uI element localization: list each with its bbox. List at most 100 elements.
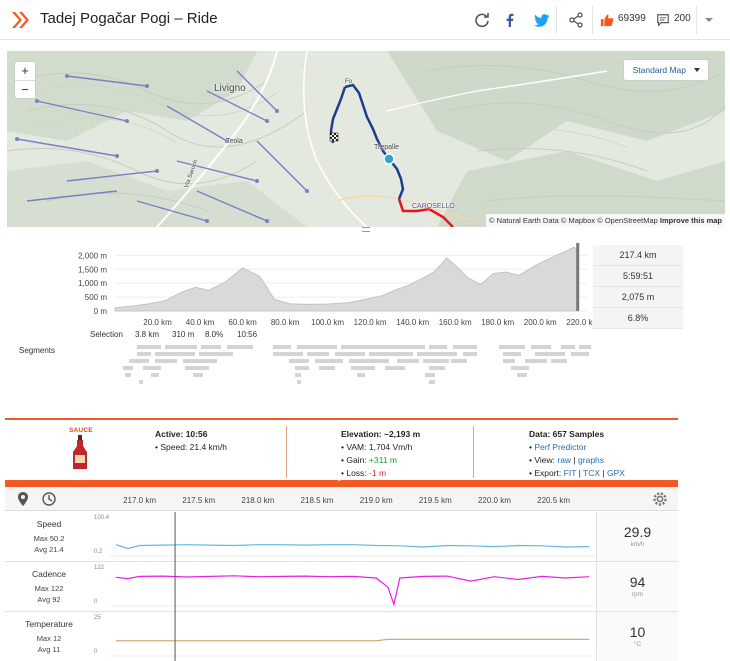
facebook-icon[interactable] [502, 12, 518, 28]
map-resize-handle[interactable] [362, 227, 370, 232]
settings-gear-icon[interactable] [650, 490, 670, 508]
segment-bar[interactable] [297, 380, 301, 384]
comments-count[interactable]: 200 [674, 13, 691, 24]
share-icon[interactable] [568, 12, 584, 28]
segment-bar[interactable] [201, 345, 221, 349]
segment-bar[interactable] [273, 345, 291, 349]
segment-bar[interactable] [139, 380, 143, 384]
segment-bar[interactable] [295, 373, 301, 377]
segment-bar[interactable] [227, 345, 253, 349]
segment-bar[interactable] [525, 359, 547, 363]
expand-toggle-icon[interactable]: ⌃ [337, 480, 343, 486]
segment-bar[interactable] [129, 359, 149, 363]
segment-bar[interactable] [125, 373, 131, 377]
segment-bar[interactable] [397, 359, 419, 363]
distance-tick: 220.0 km [478, 496, 511, 505]
segment-bar[interactable] [517, 373, 527, 377]
segment-bar[interactable] [451, 359, 467, 363]
segment-bar[interactable] [123, 366, 133, 370]
segment-bar[interactable] [351, 366, 375, 370]
segment-bar[interactable] [579, 345, 591, 349]
segment-bar[interactable] [193, 373, 203, 377]
cadence-avg: Avg 92 [37, 595, 61, 604]
sauce-chevron-icon [12, 12, 29, 28]
chevron-down-icon[interactable] [703, 12, 715, 28]
clock-icon[interactable] [39, 490, 59, 508]
elevation-cursor[interactable] [576, 243, 580, 311]
segment-bar[interactable] [429, 345, 447, 349]
segment-bar[interactable] [137, 352, 151, 356]
segment-bar[interactable] [551, 359, 567, 363]
page-title: Tadej Pogačar Pogi – Ride [40, 10, 218, 27]
zoom-out-button[interactable]: − [15, 80, 35, 98]
segment-bar[interactable] [561, 345, 575, 349]
export-tcx-link[interactable]: TCX [583, 468, 601, 478]
route-remaining [397, 198, 454, 227]
stream-plot[interactable] [5, 512, 596, 661]
segment-bar[interactable] [199, 352, 233, 356]
segment-bar[interactable] [183, 359, 217, 363]
segment-bar[interactable] [357, 373, 365, 377]
selection-time: 10:56 [237, 330, 258, 339]
segment-bar[interactable] [295, 366, 309, 370]
segment-bar[interactable] [185, 366, 209, 370]
segment-bar[interactable] [425, 373, 435, 377]
segment-bar[interactable] [319, 366, 335, 370]
segment-bar[interactable] [137, 345, 161, 349]
temperature-title: Temperature [25, 619, 73, 629]
export-fit-link[interactable]: FIT [563, 468, 577, 478]
comment-icon[interactable] [656, 12, 670, 28]
segment-bar[interactable] [307, 352, 329, 356]
segment-bar[interactable] [341, 345, 425, 349]
segment-bar[interactable] [423, 359, 449, 363]
elevation-y-tick: 1,500 m [78, 265, 107, 274]
segment-bar[interactable] [315, 359, 343, 363]
elevation-y-tick: 1,000 m [78, 279, 107, 288]
segment-bar[interactable] [429, 366, 445, 370]
segment-bar[interactable] [273, 352, 303, 356]
segment-bar[interactable] [289, 359, 309, 363]
segment-bar[interactable] [429, 380, 435, 384]
segment-bar[interactable] [143, 366, 161, 370]
segment-bar[interactable] [417, 352, 457, 356]
map-type-select[interactable]: Standard Map [622, 59, 709, 81]
segment-bar[interactable] [155, 359, 177, 363]
panel-expander-bar[interactable]: ⌃ [5, 480, 678, 487]
export-gpx-link[interactable]: GPX [606, 468, 625, 478]
segment-bar[interactable] [511, 366, 529, 370]
segment-bar[interactable] [369, 352, 413, 356]
segment-bar[interactable] [503, 359, 515, 363]
segment-bar[interactable] [155, 352, 195, 356]
zoom-in-button[interactable]: + [21, 63, 29, 78]
segments-strip[interactable] [5, 343, 725, 391]
elevation-x-tick: 100.0 km [311, 318, 344, 327]
distance-tick: 219.5 km [419, 496, 452, 505]
refresh-icon[interactable] [474, 12, 490, 28]
route-map[interactable]: + − Standard Map Livigno Teola Trepalle … [7, 51, 725, 227]
perf-predictor-link[interactable]: Perf Predictor [534, 442, 587, 452]
segment-bar[interactable] [453, 345, 477, 349]
segment-bar[interactable] [531, 345, 551, 349]
elevation-chart[interactable]: 2,000 m 1,500 m 1,000 m 500 m 0 m 20.0 km 40.0… [5, 235, 725, 335]
kudos-count[interactable]: 69399 [618, 13, 646, 24]
kudos-thumb-icon[interactable] [600, 12, 614, 28]
segment-bar[interactable] [571, 352, 589, 356]
segment-bar[interactable] [297, 345, 337, 349]
segment-bar[interactable] [349, 359, 389, 363]
elevation-section: 2,000 m 1,500 m 1,000 m 500 m 0 m 20.0 km 40.0… [5, 235, 725, 418]
map-pin-icon[interactable] [13, 490, 33, 508]
segment-bar[interactable] [335, 352, 365, 356]
attribution-sources[interactable]: © Natural Earth Data © Mapbox © OpenStre… [489, 216, 658, 225]
view-graphs-link[interactable]: graphs [578, 455, 605, 465]
twitter-icon[interactable] [534, 12, 550, 28]
distance-tick: 217.0 km [123, 496, 156, 505]
segment-bar[interactable] [151, 373, 159, 377]
segment-bar[interactable] [499, 345, 525, 349]
segment-bar[interactable] [463, 352, 477, 356]
segment-bar[interactable] [503, 352, 521, 356]
segment-bar[interactable] [165, 345, 197, 349]
view-raw-link[interactable]: raw [557, 455, 572, 465]
improve-map-link[interactable]: Improve this map [659, 216, 722, 225]
segment-bar[interactable] [535, 352, 565, 356]
segment-bar[interactable] [385, 366, 405, 370]
